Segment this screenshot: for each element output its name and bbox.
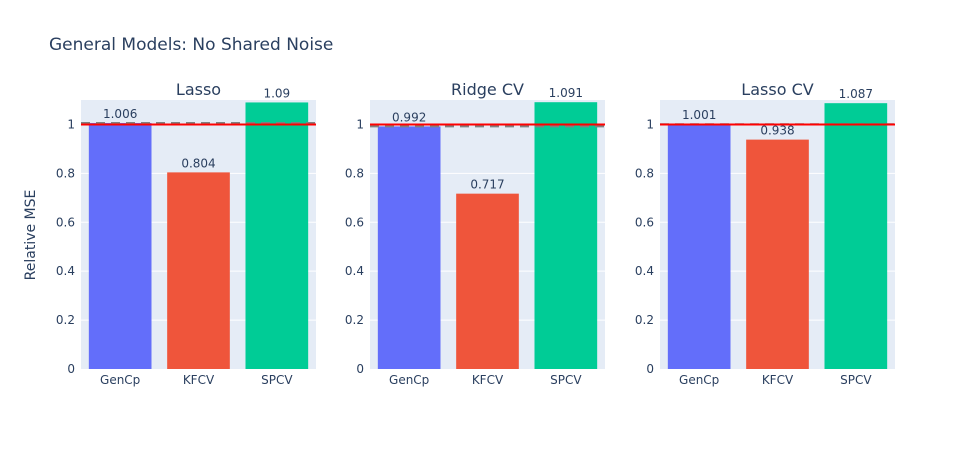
- y-tick-label: 0.8: [635, 166, 654, 180]
- y-tick-label: 0.4: [635, 264, 654, 278]
- x-tick-label: KFCV: [762, 373, 794, 387]
- x-tick-label: SPCV: [550, 373, 582, 387]
- subplot-title: Lasso: [176, 80, 221, 99]
- data-label: 1.09: [263, 86, 290, 100]
- y-tick-label: 0.6: [345, 215, 364, 229]
- y-tick-label: 0.8: [56, 166, 75, 180]
- y-tick-label: 0: [356, 362, 364, 376]
- bar-gencp: [88, 122, 152, 369]
- x-tick-label: GenCp: [389, 373, 429, 387]
- bar-spcv: [245, 102, 309, 369]
- y-tick-label: 0.4: [345, 264, 364, 278]
- subplot-ridge-cv: 0 0.2 0.4 0.6 0.8 1 0.992 GenCp 0.717 KFCV 1.091 SP…: [345, 80, 605, 387]
- x-tick-label: SPCV: [261, 373, 293, 387]
- data-label: 1.087: [839, 87, 873, 101]
- y-tick-label: 0: [646, 362, 654, 376]
- y-tick-label: 0.6: [56, 215, 75, 229]
- y-tick-label: 0.2: [56, 313, 75, 327]
- chart-title: General Models: No Shared Noise: [49, 35, 333, 55]
- y-tick-label: 1: [67, 117, 75, 131]
- bar-kfcv: [456, 193, 519, 369]
- subplot-lasso: 0 0.2 0.4 0.6 0.8 1 1.006 GenCp 0.804 KFCV 1.09 SPC…: [56, 80, 316, 387]
- bar-kfcv: [746, 139, 809, 369]
- subplot-title: Lasso CV: [741, 80, 813, 99]
- bar-kfcv: [167, 172, 230, 369]
- bar-spcv: [534, 102, 598, 369]
- data-label: 0.938: [760, 124, 794, 138]
- x-tick-label: GenCp: [679, 373, 719, 387]
- y-tick-label: 0.6: [635, 215, 654, 229]
- subplot-title: Ridge CV: [451, 80, 524, 99]
- x-tick-label: KFCV: [472, 373, 504, 387]
- y-axis-label: Relative MSE: [23, 190, 39, 281]
- data-label: 1.001: [682, 108, 716, 122]
- y-tick-label: 0.8: [345, 166, 364, 180]
- data-label: 0.717: [470, 178, 504, 192]
- subplot-panels: 0 0.2 0.4 0.6 0.8 1 1.006 GenCp 0.804 KFCV 1.09 SPC…: [56, 80, 895, 387]
- bar-gencp: [377, 126, 441, 369]
- data-label: 0.992: [392, 110, 426, 124]
- bar-spcv: [824, 103, 888, 370]
- data-label: 0.804: [181, 156, 215, 170]
- y-tick-label: 1: [356, 117, 364, 131]
- bar-gencp: [667, 124, 731, 370]
- subplot-lasso-cv: 0 0.2 0.4 0.6 0.8 1 1.001 GenCp 0.938 KFCV 1.087 SP…: [635, 80, 895, 387]
- x-tick-label: GenCp: [100, 373, 140, 387]
- data-label: 1.006: [103, 107, 137, 121]
- y-tick-label: 0.2: [635, 313, 654, 327]
- y-tick-label: 0: [67, 362, 75, 376]
- x-tick-label: KFCV: [183, 373, 215, 387]
- y-tick-label: 0.2: [345, 313, 364, 327]
- y-tick-label: 0.4: [56, 264, 75, 278]
- x-tick-label: SPCV: [840, 373, 872, 387]
- data-label: 1.091: [549, 86, 583, 100]
- y-tick-label: 1: [646, 117, 654, 131]
